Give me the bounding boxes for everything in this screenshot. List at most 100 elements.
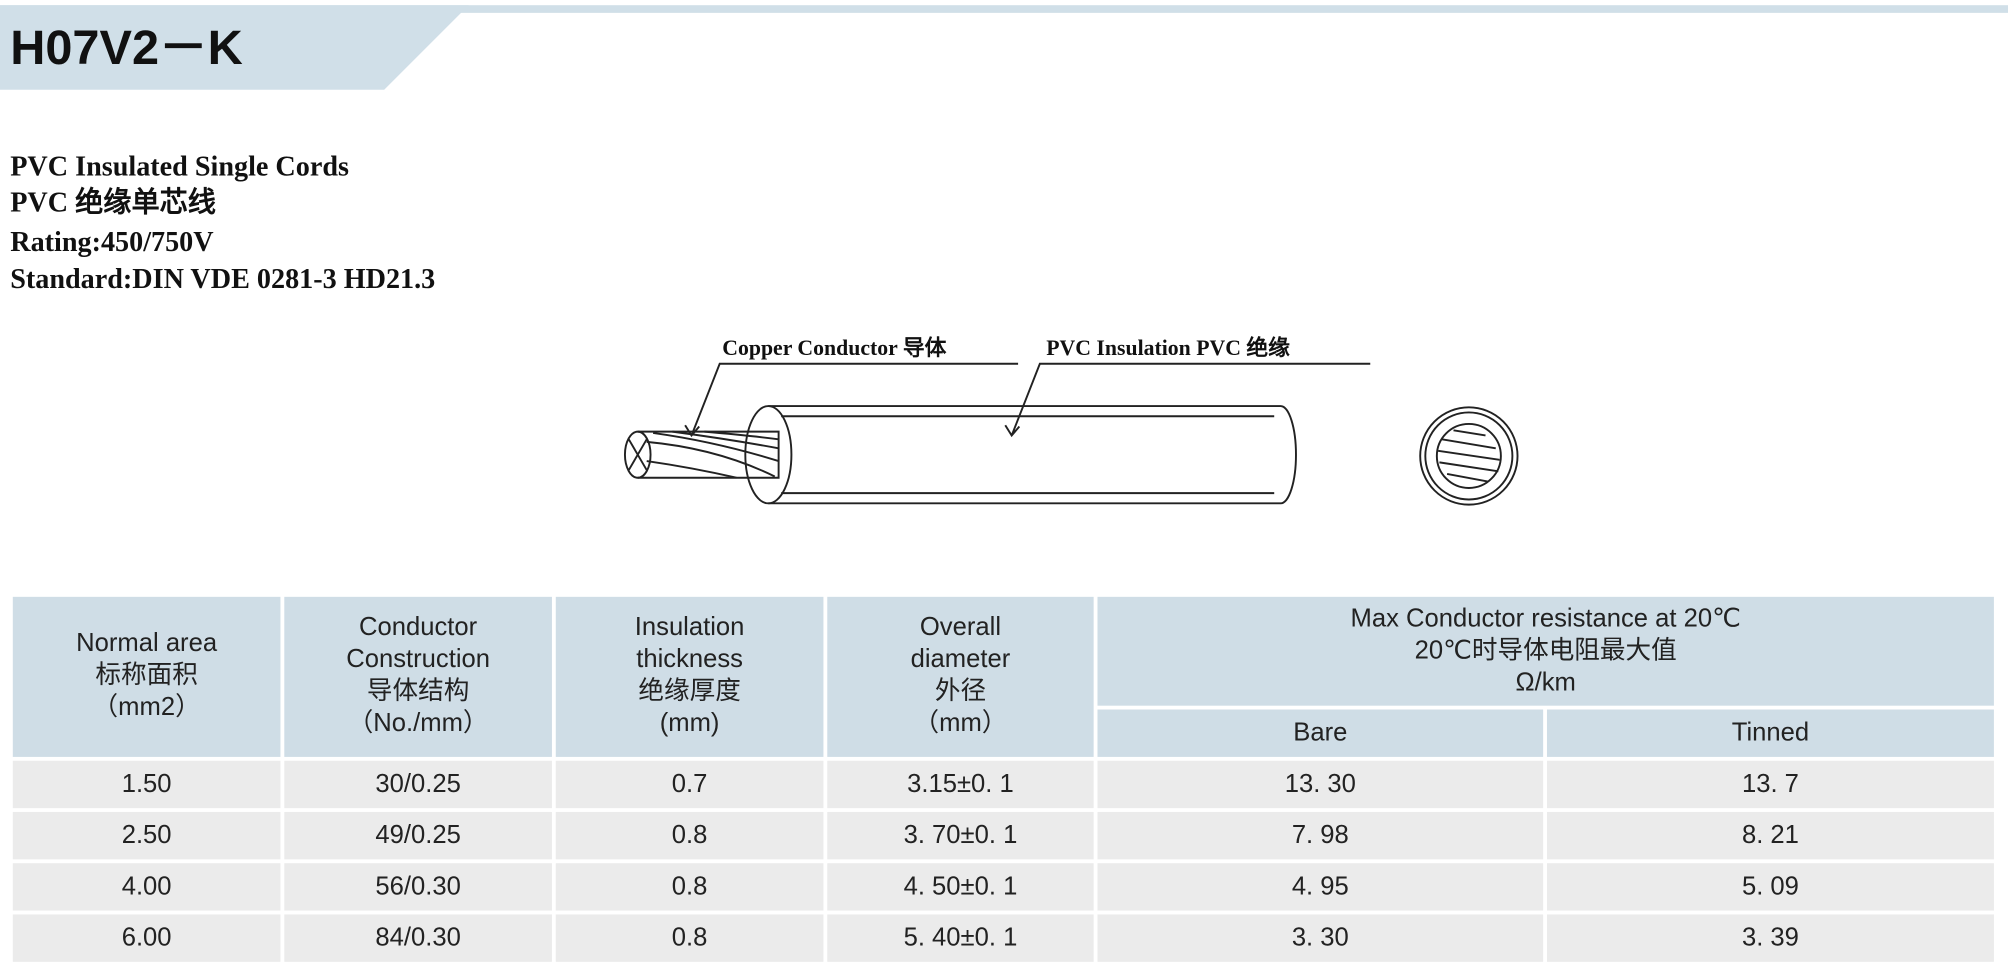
header-cell (1097, 709, 1544, 757)
header-text: 绝缘厚度 (638, 676, 740, 705)
header-text: Construction (346, 645, 490, 673)
conductor-end (627, 438, 648, 471)
table-cell (12, 760, 281, 809)
cell-text: 4.00 (122, 872, 172, 900)
cell-text: 8. 21 (1742, 821, 1799, 849)
header-text: 20℃时导体电阻最大值 (1415, 636, 1677, 665)
header-text: Ω/km (1515, 669, 1575, 697)
description-line: Standard:DIN VDE 0281-3 HD21.3 (10, 264, 435, 295)
cell-text: 0.8 (672, 821, 708, 849)
cell-text: 0.7 (672, 770, 708, 798)
cell-text: 3. 70±0. 1 (904, 821, 1018, 849)
cell-text: 6.00 (122, 924, 172, 952)
cross-section-strands (1437, 429, 1500, 483)
table-cell (827, 863, 1094, 911)
table-cell (555, 760, 824, 809)
cell-text: 1.50 (122, 770, 172, 798)
leader-line (1004, 362, 1371, 438)
header-cell (827, 596, 1094, 757)
header-text: Conductor (359, 613, 478, 641)
header-text: （No./mm） (348, 709, 489, 737)
cross-section (1424, 411, 1514, 501)
cell-text: 13. 7 (1742, 770, 1799, 798)
header-text: Overall (920, 613, 1001, 641)
header-text: Normal area (76, 629, 218, 657)
strands (646, 430, 779, 479)
header-text: (mm) (660, 709, 720, 737)
cell-text: 56/0.30 (375, 872, 460, 900)
diagram-label: PVC Insulation PVC 绝缘 (1046, 335, 1290, 360)
cable-diagram: Copper Conductor 导体 PVC Insulation PVC 绝… (623, 335, 1519, 506)
table-cell (12, 863, 281, 911)
table-cell (1097, 811, 1544, 860)
table-cell (284, 863, 552, 911)
table-cell (1097, 760, 1544, 809)
cell-text: 5. 40±0. 1 (904, 924, 1018, 952)
table-cell (284, 914, 552, 962)
table-cell (284, 811, 552, 860)
cell-text: 49/0.25 (375, 821, 460, 849)
cell-text: 5. 09 (1742, 872, 1799, 900)
header-cell (1097, 596, 1994, 706)
spec-table: Normal area 标称面积 （mm2） Conductor Constructio… (12, 596, 1994, 962)
cell-text: 0.8 (672, 924, 708, 952)
cross-section (1435, 422, 1502, 489)
header-band (0, 5, 2008, 13)
diagram-label: Copper Conductor 导体 (722, 336, 946, 360)
table-cell (827, 914, 1094, 962)
table-cell (284, 760, 552, 809)
header-text: Tinned (1732, 719, 1809, 747)
cell-text: 3. 30 (1292, 924, 1349, 952)
table-cell (1546, 914, 1994, 962)
leader-line (684, 362, 1019, 438)
header-text: Max Conductor resistance at 20℃ (1351, 605, 1741, 633)
cell-text: 30/0.25 (375, 770, 460, 798)
table-cell (1097, 914, 1544, 962)
cell-text: 84/0.30 (375, 924, 460, 952)
header-cell (555, 596, 824, 757)
table-cell (1546, 760, 1994, 809)
cell-text: 4. 50±0. 1 (904, 872, 1018, 900)
table-cell (12, 811, 281, 860)
header-cell (12, 596, 281, 757)
header-cell (284, 596, 552, 757)
header-text: 导体结构 (367, 676, 469, 705)
header-text: thickness (636, 645, 743, 673)
cell-text: 2.50 (122, 821, 172, 849)
cell-text: 3. 39 (1742, 924, 1799, 952)
table-cell (827, 811, 1094, 860)
insulation-end (744, 405, 793, 505)
header-tab (0, 5, 469, 90)
table-cell (1546, 863, 1994, 911)
cell-text: 13. 30 (1285, 770, 1356, 798)
table-cell (827, 760, 1094, 809)
insulation (781, 415, 1275, 495)
header-cell (1546, 709, 1994, 757)
description-line: PVC Insulated Single Cords (10, 152, 349, 183)
cell-text: 7. 98 (1292, 821, 1349, 849)
table-cell (555, 914, 824, 962)
cross-section (1419, 406, 1519, 506)
cell-text: 0.8 (672, 872, 708, 900)
header-text: （mm） (914, 709, 1008, 737)
header-text: （mm2） (93, 693, 201, 721)
header-text: Insulation (635, 613, 745, 641)
table-cell (1097, 863, 1544, 911)
header-text: 标称面积 (95, 660, 197, 689)
header-text: 外径 (935, 676, 986, 705)
title: H07V2－K (10, 21, 243, 75)
cell-text: 3.15±0. 1 (907, 770, 1014, 798)
table-cell (12, 914, 281, 962)
table-cell (555, 811, 824, 860)
cell-text: 4. 95 (1292, 872, 1349, 900)
table-cell (555, 863, 824, 911)
insulation (768, 405, 1297, 505)
description-line: PVC 绝缘单芯线 (10, 185, 216, 218)
header-text: Bare (1293, 719, 1347, 747)
table-cell (1546, 811, 1994, 860)
header-text: diameter (911, 645, 1011, 673)
conductor-end (623, 430, 652, 479)
description-line: Rating:450/750V (10, 227, 214, 258)
